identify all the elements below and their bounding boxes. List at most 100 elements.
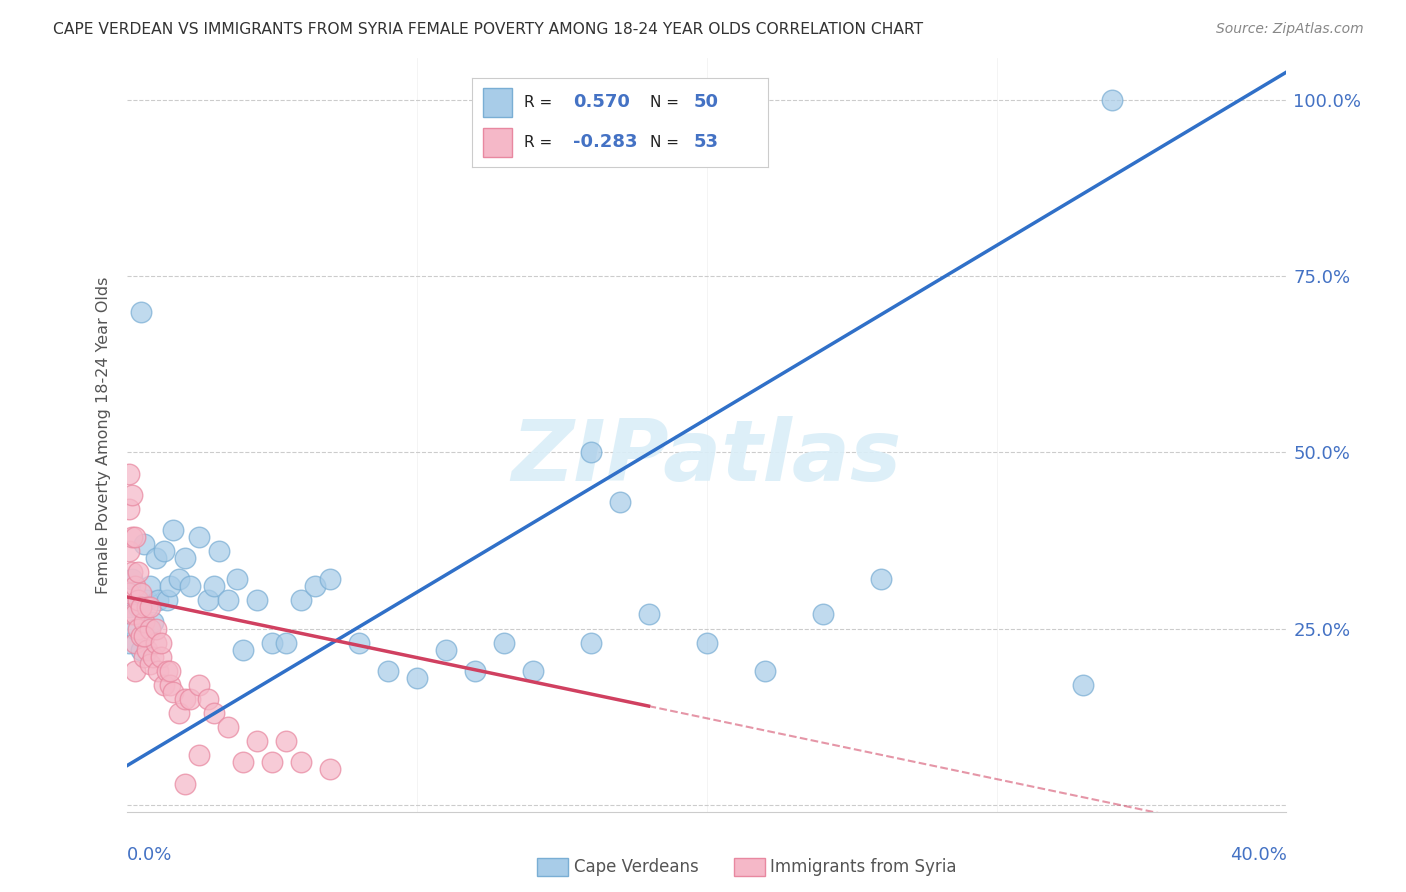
Point bbox=[434, 642, 457, 657]
Point bbox=[127, 622, 149, 636]
Point bbox=[150, 635, 173, 649]
Point bbox=[150, 649, 173, 664]
Point bbox=[1101, 93, 1123, 107]
Point bbox=[132, 649, 155, 664]
Point bbox=[188, 530, 211, 544]
Point bbox=[696, 635, 718, 649]
Point bbox=[217, 720, 239, 734]
Point bbox=[1073, 678, 1095, 692]
Point bbox=[118, 635, 141, 649]
Point bbox=[118, 467, 141, 481]
Point bbox=[124, 579, 146, 593]
Point bbox=[318, 763, 340, 777]
Point bbox=[121, 488, 143, 502]
Point bbox=[129, 642, 152, 657]
Point bbox=[208, 544, 231, 558]
Point bbox=[118, 501, 141, 516]
Point bbox=[579, 445, 602, 459]
Point bbox=[522, 664, 544, 678]
Text: Source: ZipAtlas.com: Source: ZipAtlas.com bbox=[1216, 22, 1364, 37]
Point bbox=[138, 622, 162, 636]
Point bbox=[188, 678, 211, 692]
Point bbox=[173, 692, 195, 706]
Point bbox=[188, 748, 211, 763]
Point bbox=[290, 756, 312, 770]
Point bbox=[202, 579, 225, 593]
Point bbox=[464, 664, 486, 678]
Point bbox=[405, 671, 427, 685]
Point bbox=[129, 586, 152, 600]
Point bbox=[246, 734, 269, 748]
Point bbox=[811, 607, 834, 622]
Point bbox=[246, 593, 269, 607]
Point bbox=[135, 600, 157, 615]
Point bbox=[118, 586, 141, 600]
Point bbox=[129, 600, 152, 615]
Point bbox=[179, 579, 201, 593]
Text: CAPE VERDEAN VS IMMIGRANTS FROM SYRIA FEMALE POVERTY AMONG 18-24 YEAR OLDS CORRE: CAPE VERDEAN VS IMMIGRANTS FROM SYRIA FE… bbox=[53, 22, 924, 37]
Point bbox=[159, 678, 181, 692]
Point bbox=[127, 593, 149, 607]
Point bbox=[167, 706, 190, 720]
Point bbox=[318, 572, 340, 586]
Point bbox=[347, 635, 370, 649]
Point bbox=[260, 756, 283, 770]
Point bbox=[173, 551, 195, 566]
Point bbox=[377, 664, 399, 678]
Point bbox=[132, 615, 155, 629]
Point bbox=[274, 734, 297, 748]
Point bbox=[124, 622, 146, 636]
Point bbox=[162, 685, 184, 699]
Point bbox=[145, 635, 167, 649]
Point bbox=[153, 678, 176, 692]
Point bbox=[260, 635, 283, 649]
Point bbox=[231, 642, 254, 657]
Point bbox=[197, 593, 219, 607]
Point bbox=[179, 692, 201, 706]
Point bbox=[127, 600, 149, 615]
Point bbox=[274, 635, 297, 649]
Point bbox=[135, 642, 157, 657]
Point bbox=[609, 495, 631, 509]
Point bbox=[135, 593, 157, 607]
Point bbox=[121, 607, 143, 622]
Point bbox=[579, 635, 602, 649]
Point bbox=[121, 530, 143, 544]
Point bbox=[148, 593, 170, 607]
Point bbox=[290, 593, 312, 607]
Point bbox=[142, 649, 165, 664]
Point bbox=[492, 635, 515, 649]
Point bbox=[217, 593, 239, 607]
Point bbox=[637, 607, 659, 622]
Point bbox=[145, 622, 167, 636]
Point bbox=[121, 565, 143, 579]
Point bbox=[121, 572, 143, 586]
Point bbox=[145, 551, 167, 566]
Point bbox=[167, 572, 190, 586]
Point bbox=[231, 756, 254, 770]
Y-axis label: Female Poverty Among 18-24 Year Olds: Female Poverty Among 18-24 Year Olds bbox=[96, 277, 111, 593]
Point bbox=[132, 537, 155, 551]
Point bbox=[869, 572, 891, 586]
Point bbox=[159, 579, 181, 593]
Point bbox=[142, 615, 165, 629]
Point bbox=[124, 607, 146, 622]
Point bbox=[127, 565, 149, 579]
Text: 40.0%: 40.0% bbox=[1230, 846, 1286, 863]
Text: Immigrants from Syria: Immigrants from Syria bbox=[770, 858, 957, 876]
Point bbox=[162, 523, 184, 537]
Point bbox=[202, 706, 225, 720]
Point bbox=[124, 635, 146, 649]
Point bbox=[138, 600, 162, 615]
Point bbox=[129, 629, 152, 643]
Point bbox=[148, 664, 170, 678]
Point bbox=[159, 664, 181, 678]
Point bbox=[118, 544, 141, 558]
Point bbox=[225, 572, 247, 586]
Point bbox=[124, 664, 146, 678]
Point bbox=[138, 657, 162, 671]
Point bbox=[156, 593, 179, 607]
Point bbox=[304, 579, 326, 593]
Point bbox=[132, 629, 155, 643]
Text: Cape Verdeans: Cape Verdeans bbox=[574, 858, 699, 876]
